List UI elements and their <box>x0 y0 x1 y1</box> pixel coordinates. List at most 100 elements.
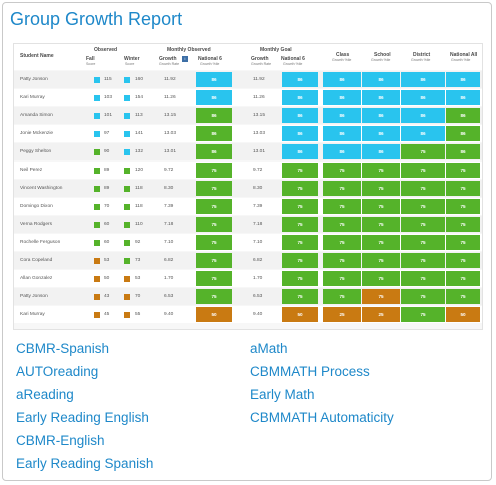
link-early-reading-english[interactable]: Early Reading English <box>16 410 149 425</box>
table-row: Allan Gonzalez 50 53 1.70 75 1.70 75 75 75 75 75 <box>14 270 482 288</box>
header-school: School <box>374 52 391 58</box>
class-pct: 75 <box>323 234 361 250</box>
link-amath[interactable]: aMath <box>250 341 288 356</box>
student-name: Allan Gonzalez <box>20 276 53 282</box>
observed-growth: 13.03 <box>164 131 177 137</box>
info-icon[interactable]: i <box>182 56 188 62</box>
link-early-reading-spanish[interactable]: Early Reading Spanish <box>16 456 154 471</box>
winter-indicator <box>124 221 130 228</box>
student-name: Kari Murray <box>20 95 45 101</box>
winter-indicator <box>124 131 130 138</box>
link-autoreading[interactable]: AUTOreading <box>16 364 99 379</box>
class-pct: 75 <box>323 289 361 305</box>
district-pct: 75 <box>401 289 445 305</box>
header-monthly-observed: Monthly Observed <box>167 47 211 53</box>
observed-national-pct: 86 <box>196 90 232 106</box>
link-cbmr-english[interactable]: CBMR-English <box>16 433 105 448</box>
national-all-pct: 75 <box>446 253 480 268</box>
fall-score: 45 <box>104 312 110 318</box>
fall-indicator <box>94 185 100 192</box>
national-all-pct: 50 <box>446 307 480 323</box>
fall-score: 43 <box>104 294 110 300</box>
school-pct: 86 <box>362 144 400 160</box>
school-pct: 25 <box>362 307 400 323</box>
observed-growth: 7.10 <box>164 239 174 245</box>
winter-score: 118 <box>135 203 143 209</box>
fall-indicator <box>94 95 100 102</box>
observed-growth: 11.26 <box>164 95 176 101</box>
national-all-pct: 75 <box>446 216 480 232</box>
fall-indicator <box>94 221 100 228</box>
goal-national-pct: 75 <box>282 180 318 196</box>
student-name: Peggy Shelton <box>20 149 52 155</box>
table-row: Jonie Mckenzie 97 141 13.03 86 13.03 86 86 86 86 8… <box>14 125 482 143</box>
table-row: Vincent Washington 89 118 8.30 75 8.30 75 75 75 7… <box>14 179 482 197</box>
observed-growth: 1.70 <box>164 276 174 282</box>
student-name: Kari Murray <box>20 312 45 318</box>
header-national-all-pct: Growth %ile <box>451 58 471 62</box>
goal-national-pct: 75 <box>282 271 318 287</box>
report-screenshot: Student Name Observed Fall Score Winter … <box>13 43 483 330</box>
student-name: Patty Jonson <box>20 77 48 82</box>
district-pct: 75 <box>401 162 445 178</box>
fall-score: 89 <box>104 167 110 173</box>
observed-growth: 13.01 <box>164 149 177 155</box>
winter-score: 118 <box>135 185 143 191</box>
school-pct: 86 <box>362 108 400 124</box>
fall-score: 89 <box>104 185 110 191</box>
observed-growth: 7.18 <box>164 221 174 227</box>
fall-score: 70 <box>104 203 110 209</box>
header-fall: Fall <box>86 56 95 62</box>
fall-score: 115 <box>104 77 112 82</box>
district-pct: 75 <box>401 216 445 232</box>
class-pct: 75 <box>323 271 361 287</box>
link-areading[interactable]: aReading <box>16 387 74 402</box>
observed-national-pct: 75 <box>196 198 232 214</box>
observed-national-pct: 75 <box>196 271 232 287</box>
page-title: Group Growth Report <box>10 9 183 29</box>
header-goal-growth-rate: Growth Rate <box>251 62 272 66</box>
winter-indicator <box>124 203 130 210</box>
class-pct: 75 <box>323 162 361 178</box>
header-national-all: National All <box>450 52 478 58</box>
student-name: Neil Perez <box>20 167 43 173</box>
goal-growth: 13.03 <box>253 131 266 137</box>
school-pct: 75 <box>362 289 400 305</box>
table-row: Kari Murray 45 55 9.40 50 9.40 50 25 25 75 50 <box>14 306 482 324</box>
fall-indicator <box>94 239 100 246</box>
header-national: National 6 <box>198 56 222 62</box>
header-monthly-goal: Monthly Goal <box>260 47 292 53</box>
goal-growth: 9.72 <box>253 167 263 173</box>
goal-national-pct: 86 <box>282 90 318 106</box>
fall-indicator <box>94 203 100 210</box>
observed-national-pct: 75 <box>196 162 232 178</box>
fall-indicator <box>94 131 100 138</box>
goal-national-pct: 75 <box>282 198 318 214</box>
header-goal-growth: Growth <box>251 56 269 62</box>
observed-growth: 8.30 <box>164 185 174 191</box>
header-goal-growth-pct: Growth %ile <box>283 62 303 66</box>
header-class: Class <box>336 52 350 58</box>
observed-national-pct: 75 <box>196 234 232 250</box>
fall-score: 103 <box>104 95 113 101</box>
observed-national-pct: 86 <box>196 108 232 124</box>
header-class-pct: Growth %ile <box>332 58 352 62</box>
header-district-pct: Growth %ile <box>411 58 431 62</box>
student-name: Patty Jonson <box>20 294 48 300</box>
table-row: Patty Jonson 115 160 11.92 86 11.92 86 86 86 86 86 <box>14 71 482 88</box>
link-cbmmath-automaticity[interactable]: CBMMATH Automaticity <box>250 410 394 425</box>
link-early-math[interactable]: Early Math <box>250 387 315 402</box>
links-right: aMath CBMMATH Process Early Math CBMMATH… <box>250 341 394 433</box>
link-cbmr-spanish[interactable]: CBMR-Spanish <box>16 341 110 356</box>
goal-growth: 7.10 <box>253 239 263 245</box>
table-row: Amanda Simon 101 113 13.15 86 13.15 86 86 86 86 86 <box>14 107 482 125</box>
national-all-pct: 75 <box>446 234 480 250</box>
goal-growth: 6.82 <box>253 258 263 263</box>
district-pct: 75 <box>401 271 445 287</box>
fall-score: 60 <box>104 221 110 227</box>
district-pct: 86 <box>401 108 445 124</box>
district-pct: 75 <box>401 198 445 214</box>
goal-national-pct: 75 <box>282 289 318 305</box>
link-cbmmath-process[interactable]: CBMMATH Process <box>250 364 370 379</box>
district-pct: 75 <box>401 234 445 250</box>
